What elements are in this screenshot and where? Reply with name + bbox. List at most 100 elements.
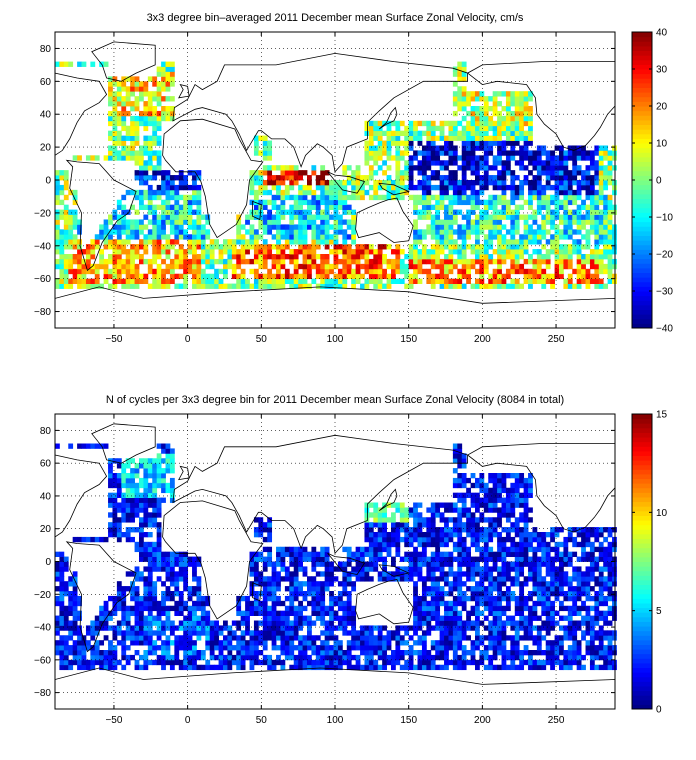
data-bin bbox=[483, 625, 489, 631]
data-bin bbox=[156, 115, 162, 122]
data-bin bbox=[567, 556, 573, 562]
data-bin bbox=[523, 101, 529, 107]
data-bin bbox=[161, 650, 166, 656]
data-bin bbox=[351, 615, 357, 621]
data-bin bbox=[240, 620, 246, 626]
data-bin bbox=[183, 664, 189, 671]
data-bin bbox=[488, 219, 494, 225]
data-bin bbox=[408, 635, 414, 641]
data-bin bbox=[452, 110, 458, 117]
data-bin bbox=[139, 155, 144, 161]
data-bin bbox=[598, 254, 604, 260]
data-bin bbox=[461, 258, 467, 265]
data-bin bbox=[413, 155, 418, 161]
data-bin bbox=[368, 145, 374, 151]
data-bin bbox=[161, 81, 166, 87]
data-bin bbox=[267, 576, 273, 582]
data-bin bbox=[444, 214, 449, 220]
data-bin bbox=[554, 586, 560, 592]
data-bin bbox=[351, 239, 357, 245]
data-bin bbox=[505, 244, 511, 250]
data-bin bbox=[572, 600, 578, 607]
data-bin bbox=[514, 283, 520, 289]
data-bin bbox=[258, 635, 264, 641]
data-bin bbox=[466, 214, 471, 220]
data-bin bbox=[452, 125, 458, 132]
data-bin bbox=[315, 571, 321, 577]
data-bin bbox=[245, 650, 250, 656]
data-bin bbox=[391, 130, 396, 136]
data-bin bbox=[554, 273, 560, 280]
data-bin bbox=[125, 263, 131, 270]
data-bin bbox=[315, 556, 321, 562]
data-bin bbox=[466, 244, 471, 250]
data-bin bbox=[262, 263, 268, 270]
data-bin bbox=[77, 249, 82, 255]
data-bin bbox=[156, 66, 162, 72]
data-bin bbox=[262, 278, 268, 284]
data-bin bbox=[116, 86, 122, 92]
data-bin bbox=[355, 254, 361, 260]
data-bin bbox=[139, 224, 144, 230]
data-bin bbox=[492, 561, 498, 567]
data-bin bbox=[169, 551, 175, 557]
data-bin bbox=[483, 150, 489, 156]
data-bin bbox=[435, 654, 441, 661]
data-bin bbox=[108, 145, 113, 151]
data-bin bbox=[395, 189, 401, 196]
data-bin bbox=[444, 635, 449, 641]
data-bin bbox=[59, 654, 65, 661]
data-bin bbox=[63, 664, 69, 671]
data-bin bbox=[152, 189, 158, 196]
data-bin bbox=[298, 224, 303, 230]
data-bin bbox=[360, 650, 365, 656]
data-bin bbox=[147, 571, 153, 577]
data-bin bbox=[488, 556, 494, 562]
data-bin bbox=[510, 249, 516, 255]
data-bin bbox=[72, 610, 78, 616]
data-bin bbox=[386, 645, 392, 651]
data-bin bbox=[598, 635, 604, 641]
data-bin bbox=[364, 140, 370, 146]
data-bin bbox=[161, 229, 166, 235]
data-bin bbox=[457, 96, 463, 102]
data-bin bbox=[63, 620, 69, 626]
data-bin bbox=[404, 184, 410, 191]
data-bin bbox=[143, 278, 149, 284]
data-bin bbox=[178, 645, 184, 651]
data-bin bbox=[572, 160, 578, 166]
data-bin bbox=[147, 239, 153, 245]
data-bin bbox=[541, 204, 547, 210]
data-bin bbox=[99, 605, 105, 612]
data-bin bbox=[121, 155, 127, 161]
data-bin bbox=[395, 576, 401, 582]
data-bin bbox=[351, 664, 357, 671]
data-bin bbox=[134, 229, 140, 235]
data-bin bbox=[554, 566, 560, 572]
data-bin bbox=[408, 556, 414, 562]
data-bin bbox=[594, 249, 600, 255]
data-bin bbox=[559, 586, 564, 592]
data-bin bbox=[267, 145, 273, 151]
data-bin bbox=[262, 591, 268, 597]
data-bin bbox=[550, 556, 555, 562]
data-bin bbox=[302, 209, 308, 215]
data-bin bbox=[404, 640, 410, 646]
data-bin bbox=[435, 194, 441, 201]
data-bin bbox=[200, 278, 206, 284]
data-bin bbox=[607, 155, 613, 161]
data-bin bbox=[125, 625, 131, 631]
data-bin bbox=[240, 278, 246, 284]
data-bin bbox=[156, 170, 162, 176]
data-bin bbox=[147, 595, 153, 602]
data-bin bbox=[470, 249, 476, 255]
data-bin bbox=[589, 576, 595, 582]
coastline bbox=[54, 72, 108, 157]
data-bin bbox=[81, 283, 87, 289]
data-bin bbox=[457, 106, 463, 112]
data-bin bbox=[417, 625, 423, 631]
data-bin bbox=[399, 175, 405, 181]
data-bin bbox=[121, 219, 127, 225]
data-bin bbox=[289, 209, 295, 215]
data-bin bbox=[386, 180, 392, 186]
